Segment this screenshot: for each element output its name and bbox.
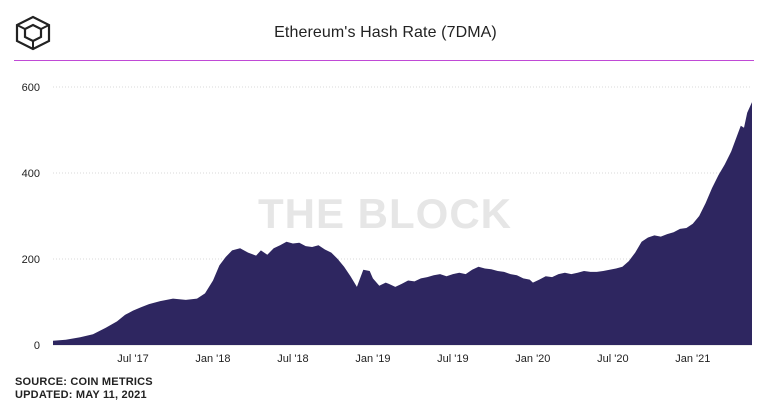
title-divider [14,60,754,61]
y-tick-label: 0 [34,340,40,352]
y-tick-label: 400 [22,168,40,180]
y-tick-label: 200 [22,254,40,266]
x-tick-label: Jan '19 [355,353,390,365]
updated-text: UPDATED: MAY 11, 2021 [15,389,147,401]
x-tick-label: Jul '19 [437,353,468,365]
source-text: SOURCE: COIN METRICS [15,376,153,388]
x-tick-label: Jul '17 [117,353,148,365]
x-tick-label: Jul '18 [277,353,308,365]
x-axis-ticks: Jul '17 Jan '18 Jul '18 Jan '19 Jul '19 Jan '… [117,353,710,365]
x-tick-label: Jan '18 [195,353,230,365]
hash-rate-area [53,102,752,345]
x-tick-label: Jan '21 [675,353,710,365]
watermark: THE BLOCK [258,190,512,237]
y-tick-label: 600 [22,82,40,94]
the-block-logo-icon [15,15,51,51]
x-tick-label: Jul '20 [597,353,628,365]
x-tick-label: Jan '20 [515,353,550,365]
y-axis-ticks: 0 200 400 600 [22,82,40,352]
source-note: SOURCE: COIN METRICS UPDATED: MAY 11, 20… [15,376,153,402]
chart-title: Ethereum's Hash Rate (7DMA) [274,24,497,41]
